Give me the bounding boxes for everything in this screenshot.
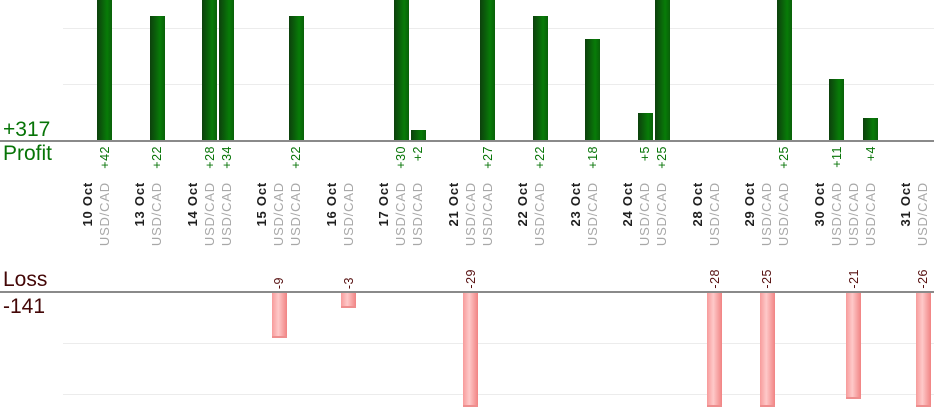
profit-value-label: +18	[585, 146, 600, 169]
loss-value-label: -28	[707, 269, 722, 289]
date-label: 31 Oct	[898, 182, 913, 227]
loss-bar	[759, 293, 775, 407]
loss-bar	[846, 293, 861, 399]
loss-bar	[915, 293, 931, 407]
symbol-label: USD/CAD	[96, 182, 112, 247]
profit-value-label: +30	[394, 146, 408, 169]
loss-value-label: -9	[272, 276, 286, 289]
symbol-label: USD/CAD	[915, 182, 930, 247]
profit-bar	[776, 0, 792, 141]
date-label: 10 Oct	[79, 182, 95, 227]
symbol-label: USD/CAD	[584, 182, 600, 247]
profit-bar	[532, 16, 548, 141]
loss-total: -141	[3, 295, 46, 318]
loss-bar	[271, 293, 287, 338]
profit-value-label: +5	[638, 146, 652, 162]
symbol-label: USD/CAD	[149, 182, 164, 247]
symbol-label: USD/CAD	[201, 182, 217, 247]
symbol-label: USD/CAD	[462, 182, 478, 247]
profit-bar	[393, 0, 409, 141]
profit-value-label: +4	[863, 146, 878, 162]
loss-value-label: -25	[760, 269, 774, 289]
symbol-label: USD/CAD	[759, 182, 774, 247]
loss-bar	[341, 293, 356, 308]
symbol-label: USD/CAD	[532, 182, 547, 247]
profit-bar	[202, 0, 217, 141]
profit-bar	[219, 0, 234, 141]
loss-bar	[463, 293, 478, 407]
profit-bar	[637, 113, 653, 141]
loss-value-label: -21	[846, 269, 861, 289]
loss-bar	[707, 293, 722, 407]
date-label: 17 Oct	[376, 182, 391, 227]
date-label: 16 Oct	[323, 182, 339, 227]
profit-bar	[97, 0, 112, 141]
symbol-label: USD/CAD	[828, 182, 844, 247]
date-label: 13 Oct	[132, 182, 147, 227]
date-label: 22 Oct	[515, 182, 530, 227]
profit-bar	[410, 130, 426, 141]
profit-bar	[480, 0, 495, 141]
symbol-label: USD/CAD	[218, 182, 234, 247]
date-label: 28 Oct	[689, 182, 705, 227]
loss-baseline	[0, 291, 934, 293]
profit-value-label: +28	[202, 146, 217, 169]
gridline	[63, 343, 934, 344]
symbol-label: USD/CAD	[654, 182, 669, 247]
profit-axis-label: Profit	[3, 142, 53, 165]
symbol-label: USD/CAD	[776, 182, 791, 247]
symbol-label: USD/CAD	[845, 182, 861, 247]
symbol-label: USD/CAD	[479, 182, 495, 247]
profit-bar	[288, 16, 304, 141]
date-label: 23 Oct	[567, 182, 583, 227]
symbol-label: USD/CAD	[393, 182, 408, 247]
profit-total: +317	[3, 118, 51, 141]
profit-bar	[585, 39, 600, 141]
symbol-label: USD/CAD	[637, 182, 652, 247]
profit-plot-area	[0, 0, 934, 141]
profit-value-label: +42	[97, 146, 112, 169]
profit-baseline	[0, 140, 934, 142]
profit-bar	[149, 16, 165, 141]
symbol-label: USD/CAD	[340, 182, 356, 247]
profit-bar	[863, 118, 878, 141]
date-label: 15 Oct	[254, 182, 269, 227]
symbol-label: USD/CAD	[706, 182, 722, 247]
loss-plot-area	[0, 293, 934, 407]
loss-axis-label: Loss	[3, 268, 48, 291]
profit-value-label: +25	[777, 146, 791, 169]
profit-value-label: +22	[289, 146, 303, 169]
date-label: 29 Oct	[742, 182, 757, 227]
profit-value-label: +22	[150, 146, 164, 169]
loss-value-label: -29	[463, 269, 478, 289]
profit-value-label: +22	[533, 146, 547, 169]
loss-value-label: -3	[341, 276, 356, 289]
gridline	[63, 84, 934, 85]
date-label: 24 Oct	[620, 182, 635, 227]
date-label: 21 Oct	[445, 182, 461, 227]
gridline	[63, 394, 934, 395]
profit-value-label: +27	[480, 146, 495, 169]
loss-value-label: -26	[916, 269, 930, 289]
symbol-label: USD/CAD	[288, 182, 303, 247]
profit-bar	[654, 0, 670, 141]
date-label: 30 Oct	[811, 182, 827, 227]
profit-value-label: +34	[219, 146, 234, 169]
symbol-label: USD/CAD	[862, 182, 878, 247]
gridline	[63, 28, 934, 29]
date-label: 14 Oct	[184, 182, 200, 227]
profit-bar	[829, 79, 844, 141]
symbol-label: USD/CAD	[271, 182, 286, 247]
profit-value-label: +11	[829, 146, 844, 168]
profit-value-label: +25	[655, 146, 669, 169]
profit-value-label: +2	[411, 146, 425, 162]
symbol-label: USD/CAD	[410, 182, 425, 247]
